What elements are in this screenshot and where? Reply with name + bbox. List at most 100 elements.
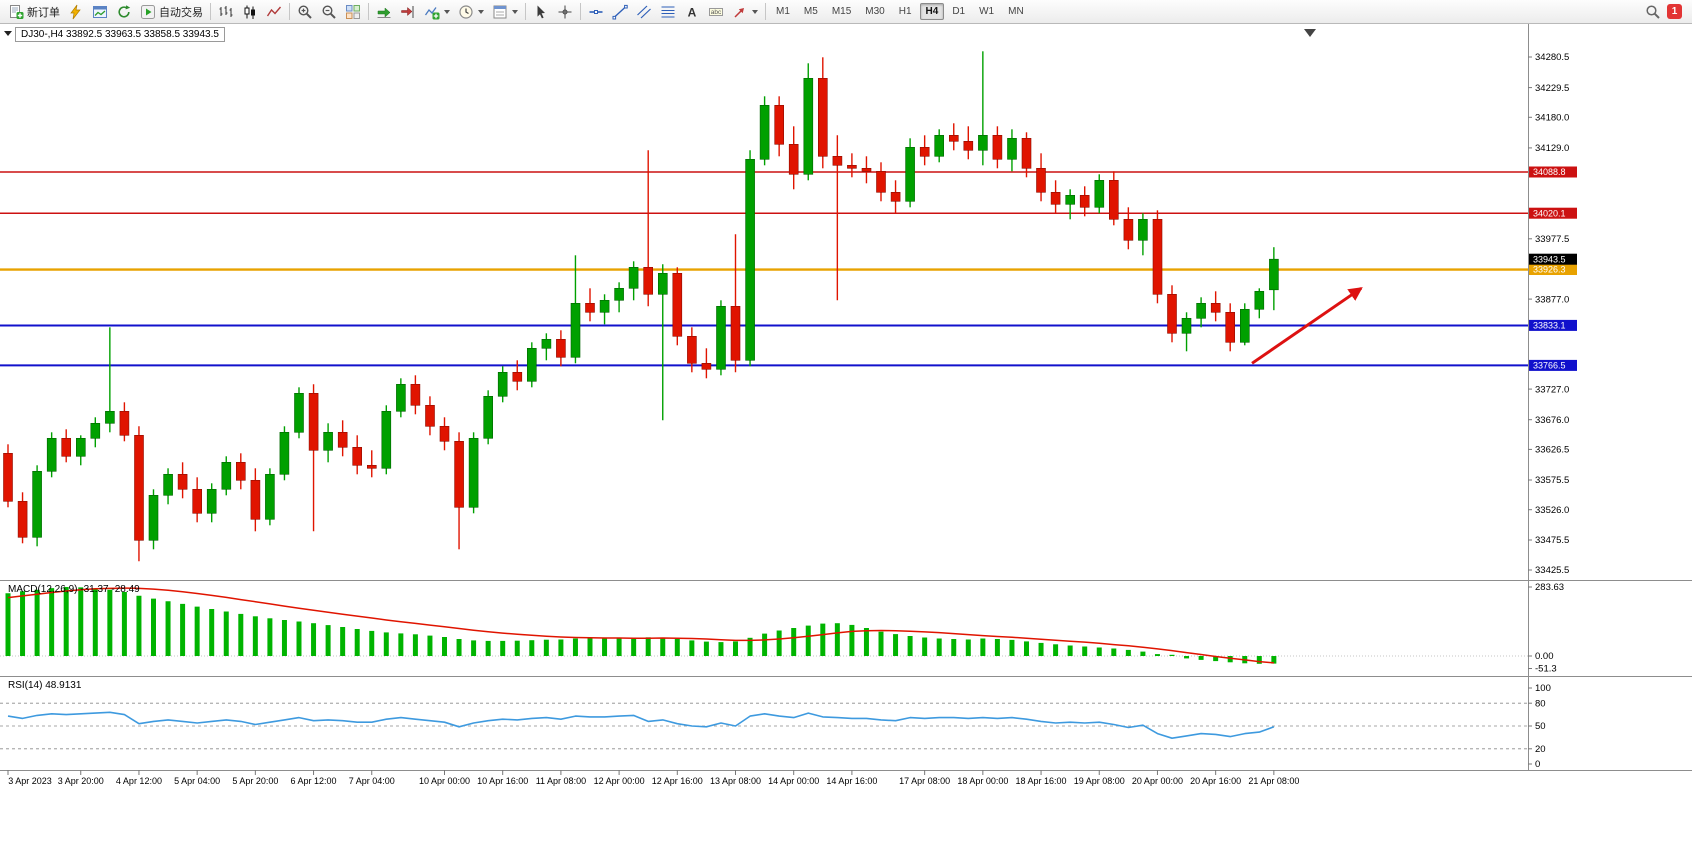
toolbar-separator [765, 3, 766, 20]
play-icon [140, 4, 156, 20]
arrows-button[interactable] [728, 2, 762, 22]
svg-text:33575.5: 33575.5 [1535, 475, 1569, 486]
label-icon: abc [708, 4, 724, 20]
text-button[interactable]: A [680, 2, 704, 22]
timeframe-m30-button[interactable]: M30 [865, 6, 885, 17]
toolbar-separator [289, 3, 290, 20]
timeframe-h1-button[interactable]: H1 [898, 6, 912, 17]
svg-text:34088.8: 34088.8 [1533, 167, 1566, 177]
dropdown-arrow-icon[interactable] [444, 9, 450, 14]
macd-signal-line [7, 587, 1274, 664]
chart-shift-button[interactable] [396, 2, 420, 22]
cursor-button[interactable] [529, 2, 553, 22]
one-click-trading-toggle[interactable] [4, 31, 12, 36]
horizontal-line-button[interactable] [584, 2, 608, 22]
svg-text:33526.0: 33526.0 [1535, 505, 1569, 516]
horizontal-line-objects[interactable] [0, 171, 1528, 367]
zoom-in-icon [297, 4, 313, 20]
hline-icon [588, 4, 604, 20]
text-label-button[interactable]: abc [704, 2, 728, 22]
shift-icon [400, 4, 416, 20]
svg-text:34180.0: 34180.0 [1535, 113, 1569, 124]
zoom-out-button[interactable] [317, 2, 341, 22]
chart-window-button[interactable] [88, 2, 112, 22]
bar-chart-button[interactable] [214, 2, 238, 22]
svg-text:4 Apr 12:00: 4 Apr 12:00 [116, 776, 162, 786]
svg-text:13 Apr 08:00: 13 Apr 08:00 [710, 776, 761, 786]
timeframe-m15-button[interactable]: M15 [831, 6, 852, 17]
equidistant-channel-button[interactable] [632, 2, 656, 22]
svg-text:12 Apr 00:00: 12 Apr 00:00 [594, 776, 645, 786]
svg-text:33626.5: 33626.5 [1535, 445, 1569, 456]
toolbar-separator [368, 3, 369, 20]
trendline-button[interactable] [608, 2, 632, 22]
clock-icon [458, 4, 474, 20]
svg-text:34229.5: 34229.5 [1535, 83, 1569, 94]
svg-text:20: 20 [1535, 744, 1546, 755]
search-button[interactable] [1641, 2, 1665, 22]
rsi-panel: 100 80 50 20 0 [0, 683, 1551, 770]
auto-scroll-button[interactable] [372, 2, 396, 22]
notification-badge[interactable]: 1 [1667, 4, 1682, 19]
periods-button[interactable] [454, 2, 488, 22]
indicators-list-button[interactable] [420, 2, 454, 22]
refresh-icon [116, 4, 132, 20]
chart-shift-marker[interactable] [1304, 29, 1316, 37]
tile-windows-button[interactable] [341, 2, 365, 22]
templates-button[interactable] [488, 2, 522, 22]
toolbar-separator [580, 3, 581, 20]
search-icon [1645, 4, 1661, 20]
current-price-label: 33943.5 [1529, 253, 1577, 265]
svg-text:283.63: 283.63 [1535, 582, 1564, 593]
new-order-button[interactable]: 新订单 [4, 2, 64, 22]
crosshair-button[interactable] [553, 2, 577, 22]
svg-text:17 Apr 08:00: 17 Apr 08:00 [899, 776, 950, 786]
svg-text:33475.5: 33475.5 [1535, 535, 1569, 546]
svg-text:34129.0: 34129.0 [1535, 143, 1569, 154]
trend-arrow[interactable] [1251, 287, 1363, 365]
svg-text:100: 100 [1535, 683, 1551, 694]
timeframe-h4-button[interactable]: H4 [919, 3, 945, 20]
autoscroll-icon [376, 4, 392, 20]
auto-trading-label: 自动交易 [159, 6, 203, 19]
svg-text:abc: abc [711, 9, 722, 16]
zoom-in-button[interactable] [293, 2, 317, 22]
refresh-button[interactable] [112, 2, 136, 22]
arrowobj-icon [732, 4, 748, 20]
channel-icon [636, 4, 652, 20]
svg-text:33943.5: 33943.5 [1533, 254, 1566, 264]
rsi-indicator-label: RSI(14) 48.9131 [8, 680, 82, 691]
timeframe-w1-button[interactable]: W1 [979, 6, 995, 17]
timeframe-m1-button[interactable]: M1 [776, 6, 790, 17]
dropdown-arrow-icon[interactable] [478, 9, 484, 14]
svg-text:33926.3: 33926.3 [1533, 265, 1566, 275]
timeframe-mn-button[interactable]: MN [1008, 6, 1024, 17]
timeframe-d1-button[interactable]: D1 [952, 6, 966, 17]
template-icon [492, 4, 508, 20]
svg-text:33977.5: 33977.5 [1535, 234, 1569, 245]
dropdown-arrow-icon[interactable] [752, 9, 758, 14]
candlestick-chart-button[interactable] [238, 2, 262, 22]
svg-text:0.00: 0.00 [1535, 651, 1554, 662]
fibo-icon [660, 4, 676, 20]
bars-icon [218, 4, 234, 20]
timeframe-m5-button[interactable]: M5 [803, 6, 818, 17]
panel-borders [0, 24, 1692, 771]
market-watch-button[interactable] [64, 2, 88, 22]
macd-panel: 283.63 0.00 -51.3 [0, 582, 1564, 675]
svg-text:A: A [688, 5, 697, 19]
line-chart-button[interactable] [262, 2, 286, 22]
svg-text:33425.5: 33425.5 [1535, 565, 1569, 576]
fibonacci-button[interactable] [656, 2, 680, 22]
dropdown-arrow-icon[interactable] [512, 9, 518, 14]
auto-trading-button[interactable]: 自动交易 [136, 2, 207, 22]
svg-text:12 Apr 16:00: 12 Apr 16:00 [652, 776, 703, 786]
svg-text:5 Apr 04:00: 5 Apr 04:00 [174, 776, 220, 786]
svg-text:18 Apr 00:00: 18 Apr 00:00 [957, 776, 1008, 786]
svg-text:6 Apr 12:00: 6 Apr 12:00 [291, 776, 337, 786]
svg-text:3 Apr 2023: 3 Apr 2023 [8, 776, 52, 786]
hline-price-labels: 34088.8 34020.1 33926.3 33833.1 33766.5 33943… [1529, 166, 1577, 371]
